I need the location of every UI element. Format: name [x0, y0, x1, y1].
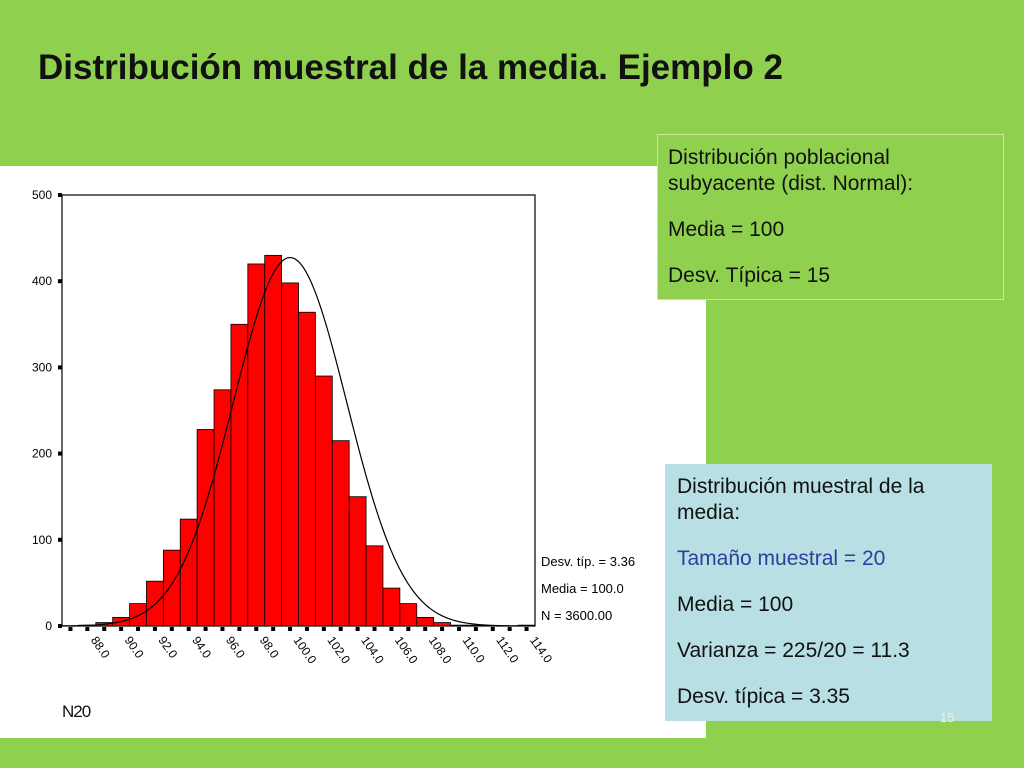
sample-info-box: Distribución muestral de la media: Tamañ… — [665, 464, 992, 721]
histogram-bar — [433, 622, 451, 627]
histogram-bar — [213, 389, 232, 627]
chart-panel: 0 100 200 300 400 500 88.0 90.0 92.0 94.0 96.0 98.0… — [0, 166, 706, 738]
x-tick-label: 108.0 — [426, 634, 455, 667]
histogram-bar — [298, 311, 316, 627]
stats-sd: Desv. típ. = 3.36 — [541, 554, 635, 569]
histogram-bar — [196, 429, 215, 627]
sample-size: Tamaño muestral = 20 — [677, 547, 886, 570]
x-tick-label: 104.0 — [358, 634, 387, 667]
x-minor-tick — [406, 627, 411, 631]
x-tick-label: 88.0 — [88, 634, 113, 661]
histogram-bar — [129, 603, 147, 627]
histogram-chart: 0 100 200 300 400 500 88.0 90.0 92.0 94.0 96.0 98.0… — [32, 188, 635, 667]
x-tick-mark — [254, 627, 259, 631]
histogram-bar — [230, 323, 249, 627]
histogram-bar — [416, 616, 435, 627]
x-tick-mark — [355, 627, 360, 631]
histogram-bar — [399, 603, 418, 627]
histogram-bar — [365, 545, 384, 627]
sample-variance: Varianza = 225/20 = 11.3 — [677, 639, 910, 662]
y-tick-mark — [58, 279, 62, 284]
footer-label: N20 — [62, 702, 91, 721]
page-number: 15 — [940, 710, 955, 725]
sample-heading: Distribución muestral de la media: — [677, 475, 925, 524]
x-tick-label: 96.0 — [223, 634, 248, 661]
x-tick-label: 94.0 — [189, 634, 214, 661]
x-tick-mark — [389, 627, 394, 631]
histogram-bar — [314, 375, 333, 627]
x-minor-tick — [338, 627, 343, 631]
x-tick-mark — [85, 627, 90, 631]
x-minor-tick — [169, 627, 174, 631]
population-sd: Desv. Típica = 15 — [668, 264, 831, 287]
x-minor-tick — [372, 627, 377, 631]
y-tick-label: 500 — [32, 188, 52, 202]
x-tick-label: 90.0 — [122, 634, 147, 661]
stats-n: N = 3600.00 — [541, 608, 612, 623]
x-tick-mark — [119, 627, 124, 631]
x-tick-mark — [186, 627, 191, 631]
x-tick-mark — [220, 627, 225, 631]
y-tick-label: 400 — [32, 274, 52, 288]
histogram-bar — [281, 282, 299, 627]
x-minor-tick — [203, 627, 208, 631]
x-tick-label: 98.0 — [257, 634, 282, 661]
y-tick-label: 200 — [32, 447, 52, 461]
x-tick-mark — [423, 627, 428, 631]
population-info-box: Distribución poblacional subyacente (dis… — [657, 134, 1004, 300]
sample-mean: Media = 100 — [677, 593, 794, 616]
x-tick-label: 110.0 — [460, 634, 488, 666]
x-tick-label: 102.0 — [324, 634, 353, 667]
x-minor-tick — [507, 627, 512, 631]
x-minor-tick — [440, 627, 445, 631]
histogram-bar — [382, 587, 401, 627]
sample-sd: Desv. típica = 3.35 — [677, 685, 850, 708]
histogram-bar — [264, 254, 283, 627]
x-minor-tick — [68, 627, 73, 631]
stats-mean: Media = 100.0 — [541, 581, 624, 596]
population-mean: Media = 100 — [668, 218, 785, 241]
x-tick-label: 112.0 — [493, 634, 521, 666]
x-minor-tick — [237, 627, 242, 631]
x-tick-mark — [490, 627, 495, 631]
x-tick-mark — [456, 627, 461, 631]
x-minor-tick — [102, 627, 107, 631]
y-tick-mark — [58, 537, 62, 542]
x-tick-label: 100.0 — [291, 634, 320, 667]
x-minor-tick — [136, 627, 141, 631]
y-tick-mark — [58, 365, 62, 370]
y-tick-mark — [58, 624, 62, 628]
x-tick-mark — [152, 627, 157, 631]
histogram-bar — [331, 440, 350, 627]
x-minor-tick — [473, 627, 478, 631]
x-tick-label: 106.0 — [392, 634, 421, 667]
x-minor-tick — [304, 627, 309, 631]
x-tick-mark — [524, 627, 529, 631]
x-tick-label: 114.0 — [527, 634, 555, 666]
y-tick-mark — [58, 451, 62, 456]
histogram-bar — [467, 624, 485, 627]
x-tick-mark — [288, 627, 293, 631]
y-tick-label: 300 — [32, 360, 52, 374]
x-tick-mark — [321, 627, 326, 631]
x-tick-label: 92.0 — [155, 634, 180, 661]
histogram-bar — [450, 624, 468, 627]
y-tick-mark — [58, 193, 62, 197]
histogram-bar — [348, 496, 367, 627]
y-tick-label: 0 — [45, 619, 52, 633]
population-description: Distribución poblacional subyacente (dis… — [668, 146, 914, 195]
slide-title: Distribución muestral de la media. Ejemp… — [38, 48, 783, 87]
histogram-bar — [162, 549, 181, 627]
normal-curve — [61, 256, 536, 627]
y-tick-label: 100 — [32, 533, 52, 547]
x-minor-tick — [271, 627, 276, 631]
